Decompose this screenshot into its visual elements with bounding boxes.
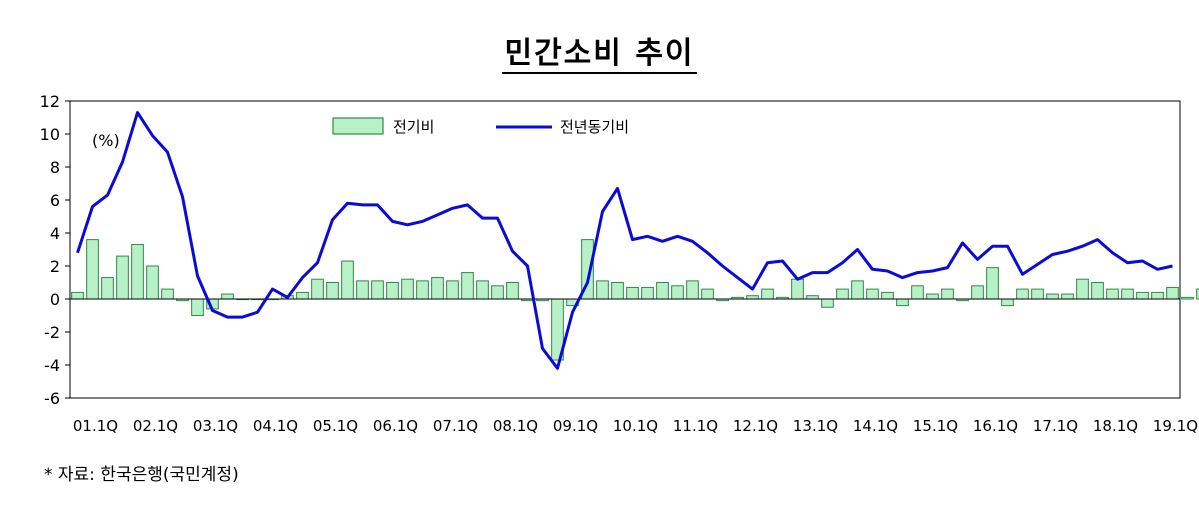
- x-tick-label: 19.1Q: [1153, 417, 1198, 435]
- bar-60: [971, 285, 984, 300]
- x-tick-label: 04.1Q: [253, 417, 298, 435]
- bar-39: [656, 282, 669, 300]
- legend-line-label: 전년동기비: [560, 118, 629, 136]
- bar-65: [1046, 293, 1059, 300]
- bar-18: [341, 260, 354, 300]
- plot-frame: [69, 100, 1181, 399]
- bar-29: [506, 282, 519, 300]
- bar-52: [851, 280, 864, 300]
- bar-75: [1196, 288, 1199, 300]
- bar-1: [86, 239, 99, 300]
- bar-74: [1181, 296, 1194, 300]
- bar-41: [686, 280, 699, 300]
- x-tick-label: 07.1Q: [433, 417, 478, 435]
- bar-55: [896, 298, 909, 307]
- bar-70: [1121, 288, 1134, 300]
- bar-22: [401, 278, 414, 300]
- y-tick-label: 12: [40, 92, 60, 111]
- bar-17: [326, 282, 339, 300]
- legend-bar-swatch: [332, 117, 384, 135]
- bar-73: [1166, 286, 1179, 300]
- bar-36: [611, 282, 624, 300]
- x-tick-label: 14.1Q: [853, 417, 898, 435]
- x-tick-label: 13.1Q: [793, 417, 838, 435]
- bar-53: [866, 288, 879, 300]
- y-tick-label: 8: [50, 158, 60, 177]
- bar-71: [1136, 291, 1149, 300]
- bar-42: [701, 288, 714, 300]
- y-tick-label: 6: [50, 191, 60, 210]
- x-tick-label: 02.1Q: [133, 417, 178, 435]
- source-note: * 자료: 한국은행(국민계정): [44, 465, 239, 485]
- bar-24: [431, 277, 444, 300]
- bar-46: [761, 288, 774, 300]
- bar-40: [671, 285, 684, 300]
- y-tick-label: 2: [50, 257, 60, 276]
- y-tick-label: -4: [44, 356, 60, 375]
- bar-54: [881, 291, 894, 300]
- bar-69: [1106, 288, 1119, 300]
- bar-26: [461, 272, 474, 300]
- x-tick-label: 16.1Q: [973, 417, 1018, 435]
- y-tick-label: 10: [40, 125, 60, 144]
- bar-67: [1076, 278, 1089, 300]
- bar-15: [296, 291, 309, 300]
- bar-72: [1151, 291, 1164, 300]
- bar-38: [641, 286, 654, 300]
- x-tick-label: 12.1Q: [733, 417, 778, 435]
- x-tick-label: 06.1Q: [373, 417, 418, 435]
- y-tick-label: -2: [44, 323, 60, 342]
- x-tick-label: 03.1Q: [193, 417, 238, 435]
- x-tick-label: 01.1Q: [73, 417, 118, 435]
- bar-19: [356, 280, 369, 300]
- bar-63: [1016, 288, 1029, 300]
- bar-2: [101, 277, 114, 300]
- x-tick-label: 15.1Q: [913, 417, 958, 435]
- bar-5: [146, 265, 159, 300]
- bar-37: [626, 286, 639, 300]
- bar-8: [191, 298, 204, 316]
- x-tick-label: 05.1Q: [313, 417, 358, 435]
- bar-48: [791, 278, 804, 300]
- bar-35: [596, 280, 609, 300]
- unit-label: (%): [92, 131, 120, 150]
- y-tick-label: 4: [50, 224, 60, 243]
- line-series: [76, 111, 1173, 370]
- bar-20: [371, 280, 384, 300]
- bar-50: [821, 298, 834, 308]
- bar-61: [986, 267, 999, 300]
- bar-0: [71, 291, 84, 300]
- bar-3: [116, 255, 129, 300]
- bar-64: [1031, 288, 1044, 300]
- bar-58: [941, 288, 954, 300]
- bar-66: [1061, 293, 1074, 300]
- bar-25: [446, 280, 459, 300]
- bar-28: [491, 285, 504, 300]
- bar-23: [416, 280, 429, 300]
- bar-16: [311, 278, 324, 300]
- bar-6: [161, 288, 174, 300]
- bar-68: [1091, 282, 1104, 300]
- bar-57: [926, 293, 939, 300]
- y-tick-label: -6: [44, 389, 60, 408]
- x-tick-label: 11.1Q: [673, 417, 718, 435]
- x-tick-label: 17.1Q: [1033, 417, 1078, 435]
- x-tick-label: 09.1Q: [553, 417, 598, 435]
- bar-62: [1001, 298, 1014, 307]
- bar-21: [386, 282, 399, 300]
- y-tick-label: 0: [50, 290, 60, 309]
- bar-4: [131, 244, 144, 300]
- chart-title: 민간소비 추이: [0, 28, 1199, 74]
- legend: 전기비 전년동기비: [332, 117, 629, 136]
- legend-bar-label: 전기비: [393, 118, 434, 136]
- bar-27: [476, 280, 489, 300]
- bar-10: [221, 293, 234, 300]
- x-tick-label: 08.1Q: [493, 417, 538, 435]
- x-tick-label: 18.1Q: [1093, 417, 1138, 435]
- bar-51: [836, 288, 849, 300]
- bar-56: [911, 285, 924, 300]
- x-tick-label: 10.1Q: [613, 417, 658, 435]
